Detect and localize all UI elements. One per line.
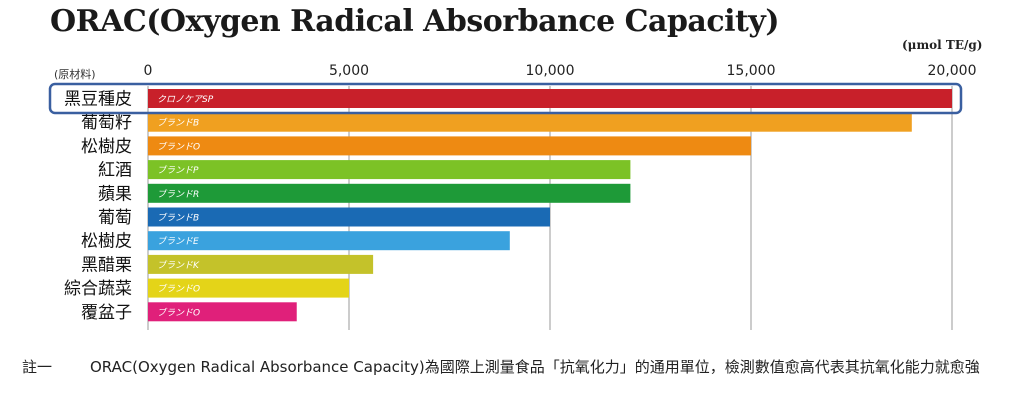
bar-label: ブランドK	[157, 260, 200, 271]
bar	[148, 183, 631, 203]
x-tick-label: 0	[144, 63, 153, 79]
bar	[148, 302, 297, 322]
bar	[148, 254, 374, 274]
chart-title: ORAC(Oxygen Radical Absorbance Capacity)	[50, 4, 780, 39]
category-header: (原材料)	[54, 68, 96, 81]
bars: クロノケアSP ブランドB ブランドO ブランドP ブランドR ブランドB ブランドE ブラン…	[148, 89, 952, 322]
bar-label: ブランドO	[157, 284, 200, 295]
x-axis-ticks: 0 5,000 10,000 15,000 20,000	[144, 63, 977, 79]
bar-label: ブランドO	[157, 307, 200, 318]
category-label: 葡萄籽	[81, 113, 132, 133]
category-label: 松樹皮	[81, 137, 132, 157]
bar-label: クロノケアSP	[157, 94, 214, 105]
category-label: 覆盆子	[81, 303, 132, 323]
unit-label: (μmol TE/g)	[902, 38, 983, 52]
bar	[148, 160, 631, 180]
category-label: 綜合蔬菜	[64, 279, 132, 299]
highlight-frame-rect	[48, 82, 963, 115]
footnote-text: ORAC(Oxygen Radical Absorbance Capacity)…	[90, 358, 980, 376]
category-label: 紅酒	[98, 161, 132, 181]
bar	[148, 136, 751, 156]
highlight-frame	[48, 82, 963, 115]
category-label: 黑豆種皮	[64, 90, 132, 110]
bar	[148, 112, 912, 132]
category-label: 葡萄	[98, 208, 132, 228]
bar-label: ブランドB	[157, 118, 199, 129]
bar	[148, 207, 550, 227]
x-tick-label: 15,000	[727, 63, 776, 79]
bar-label: ブランドR	[157, 189, 199, 200]
bar-label: ブランドO	[157, 141, 200, 152]
footnote-marker: 註一	[22, 358, 53, 376]
bar	[148, 89, 952, 108]
category-label: 蘋果	[98, 184, 132, 204]
x-tick-label: 5,000	[329, 63, 369, 79]
bar-label: ブランドB	[157, 213, 199, 224]
footnote: 註一 ORAC(Oxygen Radical Absorbance Capaci…	[22, 354, 1012, 380]
bar-chart: 0 5,000 10,000 15,000 20,000 クロノケアSP ブランドB ブラン…	[48, 63, 977, 330]
category-label: 黑醋栗	[81, 255, 132, 275]
bar-label: ブランドP	[157, 165, 199, 176]
x-tick-label: 10,000	[526, 63, 575, 79]
bar	[148, 278, 349, 298]
category-label: 松樹皮	[81, 232, 132, 252]
bar	[148, 231, 510, 251]
x-tick-label: 20,000	[928, 63, 977, 79]
bar-label: ブランドE	[157, 236, 199, 247]
